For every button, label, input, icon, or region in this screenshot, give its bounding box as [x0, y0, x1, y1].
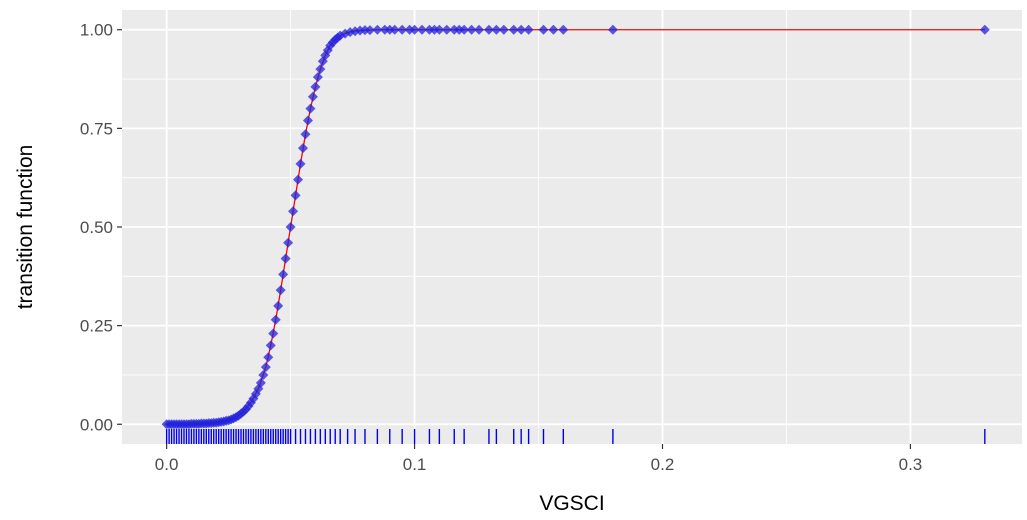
axis-ticks: [117, 29, 912, 449]
data-point: [523, 24, 534, 35]
data-point: [290, 190, 301, 201]
x-tick-label: 0.2: [651, 455, 675, 474]
data-point: [300, 129, 311, 140]
x-tick-labels: 0.0 0.1 0.2 0.3: [155, 455, 922, 474]
data-point: [302, 115, 313, 126]
data-point: [434, 24, 445, 35]
x-axis-title: VGSCI: [539, 492, 604, 515]
data-point: [258, 369, 269, 380]
data-point: [268, 328, 279, 339]
data-point: [474, 24, 485, 35]
major-gridlines: [122, 10, 1022, 444]
data-point: [372, 24, 383, 35]
data-point: [275, 285, 286, 296]
data-point: [538, 24, 549, 35]
data-point: [248, 393, 259, 404]
data-point: [491, 24, 502, 35]
data-point: [250, 388, 261, 399]
data-point: [548, 24, 559, 35]
y-tick-label: 0.00: [80, 415, 113, 434]
data-point: [441, 24, 452, 35]
data-point: [389, 24, 400, 35]
data-points: [161, 24, 990, 430]
data-point: [260, 362, 271, 373]
data-point: [979, 24, 990, 35]
data-point: [278, 269, 289, 280]
data-point: [345, 27, 356, 38]
data-point: [498, 24, 509, 35]
data-point: [273, 300, 284, 311]
data-point: [516, 24, 527, 35]
data-point: [285, 222, 296, 232]
data-point: [397, 24, 408, 35]
rug-marks: [165, 429, 986, 444]
data-point: [280, 253, 291, 264]
data-point: [466, 24, 477, 35]
data-point: [310, 81, 321, 92]
y-tick-label: 0.25: [80, 317, 113, 336]
data-point: [315, 64, 326, 75]
data-point: [409, 24, 420, 35]
x-tick-label: 0.0: [155, 455, 179, 474]
data-point: [263, 352, 274, 363]
data-point: [305, 103, 316, 114]
y-axis-title: transition function: [14, 145, 37, 310]
data-point: [307, 91, 318, 102]
data-point: [270, 314, 281, 325]
data-point: [459, 24, 470, 35]
data-point: [255, 377, 266, 388]
data-point: [312, 72, 323, 83]
data-point: [483, 24, 494, 35]
data-point: [295, 158, 306, 169]
data-point: [283, 237, 294, 248]
data-point: [297, 143, 308, 154]
data-point: [288, 206, 299, 217]
y-tick-label: 0.75: [80, 119, 113, 138]
y-tick-label: 1.00: [80, 21, 113, 40]
data-point: [607, 24, 618, 35]
x-tick-label: 0.1: [403, 455, 427, 474]
data-point: [293, 174, 304, 185]
y-tick-label: 0.50: [80, 218, 113, 237]
y-tick-labels: 0.00 0.25 0.50 0.75 1.00: [80, 21, 113, 435]
data-point: [417, 24, 427, 35]
data-point: [364, 25, 375, 36]
x-tick-label: 0.3: [899, 455, 923, 474]
data-point: [265, 340, 276, 351]
data-point: [508, 24, 519, 35]
data-point: [558, 24, 569, 35]
